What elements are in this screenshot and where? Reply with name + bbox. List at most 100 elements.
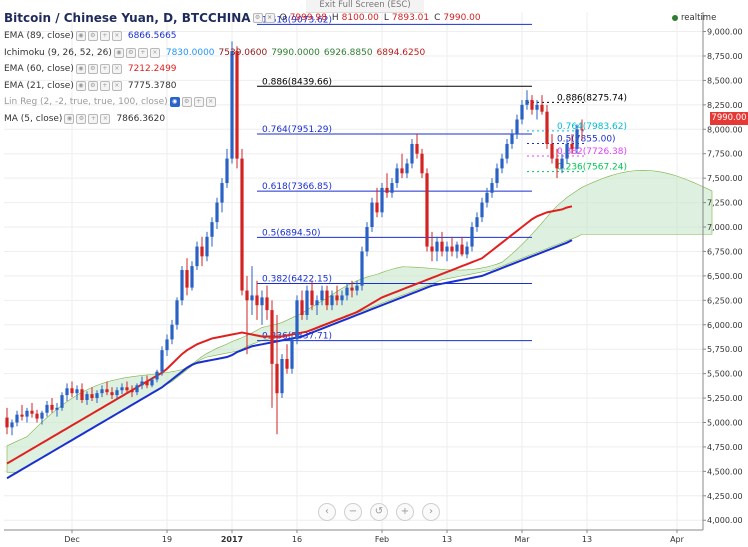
eye-icon[interactable]: ◉ xyxy=(75,31,86,42)
ohlc-high-label: H xyxy=(331,13,339,23)
reset-button[interactable]: ↺ xyxy=(370,503,388,521)
candle-body xyxy=(410,143,414,164)
add-icon[interactable]: + xyxy=(137,47,148,58)
settings-icon[interactable]: ⚙ xyxy=(125,47,136,58)
add-icon[interactable]: + xyxy=(88,113,99,124)
close-icon[interactable]: × xyxy=(264,13,275,23)
candle-body xyxy=(525,99,529,105)
indicator-ema21[interactable]: EMA (21, close) ◉ ⚙ + × 7775.3780 xyxy=(4,78,481,95)
settings-icon[interactable]: ⚙ xyxy=(252,13,263,23)
candle xyxy=(540,95,544,115)
candle xyxy=(5,407,9,435)
last-price-tag: 7990.00 xyxy=(710,112,748,125)
candle xyxy=(380,183,384,218)
candle-body xyxy=(540,104,544,112)
candle-body xyxy=(125,387,129,391)
candle xyxy=(35,409,39,423)
ema-line xyxy=(6,205,573,465)
candle xyxy=(10,419,14,436)
candle xyxy=(405,158,409,179)
candle-body xyxy=(230,51,234,159)
add-icon[interactable]: + xyxy=(193,97,204,108)
candle-body xyxy=(105,389,109,393)
zoom-in-button[interactable]: + xyxy=(396,503,414,521)
candle xyxy=(505,139,509,164)
candle-body xyxy=(315,300,319,306)
candle-body xyxy=(395,168,399,184)
candle-body xyxy=(570,143,574,149)
x-tick-label: 16 xyxy=(292,535,302,544)
candle xyxy=(350,280,354,298)
candle-body xyxy=(495,168,499,184)
candle-body xyxy=(120,387,124,391)
candle-body xyxy=(520,104,524,120)
x-tick-label: 2017 xyxy=(221,535,243,544)
close-icon[interactable]: × xyxy=(149,47,160,58)
settings-icon[interactable]: ⚙ xyxy=(76,113,87,124)
settings-icon[interactable]: ⚙ xyxy=(87,31,98,42)
candle-body xyxy=(565,143,569,159)
candle xyxy=(370,197,374,232)
candle-body xyxy=(505,143,509,159)
close-icon[interactable]: × xyxy=(111,64,122,75)
candle-body xyxy=(270,310,274,364)
eye-hidden-icon[interactable]: ◉ xyxy=(169,97,180,108)
candle xyxy=(245,275,249,355)
candle xyxy=(340,290,344,306)
candle-body xyxy=(310,290,314,306)
candle-body xyxy=(115,390,119,396)
candle-body xyxy=(15,414,19,423)
candle-body xyxy=(560,158,564,169)
add-icon[interactable]: + xyxy=(99,64,110,75)
y-tick-label: 4,000.00 xyxy=(707,516,743,525)
indicator-ema60[interactable]: EMA (60, close) ◉ ⚙ + × 7212.2499 xyxy=(4,61,481,78)
close-icon[interactable]: × xyxy=(111,31,122,42)
candle xyxy=(495,163,499,188)
candle-body xyxy=(280,358,284,394)
ohlc-close: 7990.00 xyxy=(443,13,481,23)
exit-fullscreen-button[interactable]: Exit Full Screen (ESC) xyxy=(306,0,424,13)
candle-body xyxy=(450,246,454,252)
candle-body xyxy=(195,246,199,267)
settings-icon[interactable]: ⚙ xyxy=(87,64,98,75)
candle xyxy=(40,410,44,425)
scroll-left-button[interactable]: ‹ xyxy=(318,503,336,521)
candle-body xyxy=(190,266,194,288)
candle xyxy=(125,381,129,394)
realtime-indicator: realtime xyxy=(672,13,716,23)
indicator-linreg[interactable]: Lin Reg (2, -2, true, true, 100, close) … xyxy=(4,94,481,111)
indicator-value: 7990.0000 xyxy=(271,47,320,58)
candle-body xyxy=(510,134,514,144)
candle xyxy=(460,236,464,257)
add-icon[interactable]: + xyxy=(99,31,110,42)
candle xyxy=(535,99,539,120)
add-icon[interactable]: + xyxy=(99,80,110,91)
indicator-ema89[interactable]: EMA (89, close) ◉ ⚙ + × 6866.5665 xyxy=(4,28,481,45)
candle xyxy=(415,134,419,159)
zoom-out-button[interactable]: − xyxy=(344,503,362,521)
scroll-right-button[interactable]: › xyxy=(422,503,440,521)
indicator-value: 7212.2499 xyxy=(127,64,177,75)
indicator-ma5[interactable]: MA (5, close) ◉ ⚙ + × 7866.3620 xyxy=(4,111,481,128)
candle xyxy=(60,392,64,411)
close-icon[interactable]: × xyxy=(111,80,122,91)
eye-icon[interactable]: ◉ xyxy=(75,64,86,75)
eye-icon[interactable]: ◉ xyxy=(113,47,124,58)
indicator-ichimoku[interactable]: Ichimoku (9, 26, 52, 26) ◉ ⚙ + × 7830.0000 … xyxy=(4,45,481,62)
candle-body xyxy=(535,104,539,110)
candle xyxy=(290,334,294,374)
candle-body xyxy=(220,183,224,203)
settings-icon[interactable]: ⚙ xyxy=(181,97,192,108)
close-icon[interactable]: × xyxy=(100,113,111,124)
candle-body xyxy=(370,202,374,228)
eye-icon[interactable]: ◉ xyxy=(75,80,86,91)
candle xyxy=(445,241,449,262)
close-icon[interactable]: × xyxy=(205,97,216,108)
candle xyxy=(135,383,139,396)
settings-icon[interactable]: ⚙ xyxy=(87,80,98,91)
candle-body xyxy=(260,297,264,306)
y-tick-label: 7,250.00 xyxy=(707,199,743,208)
eye-icon[interactable]: ◉ xyxy=(64,113,75,124)
candle xyxy=(80,383,84,403)
